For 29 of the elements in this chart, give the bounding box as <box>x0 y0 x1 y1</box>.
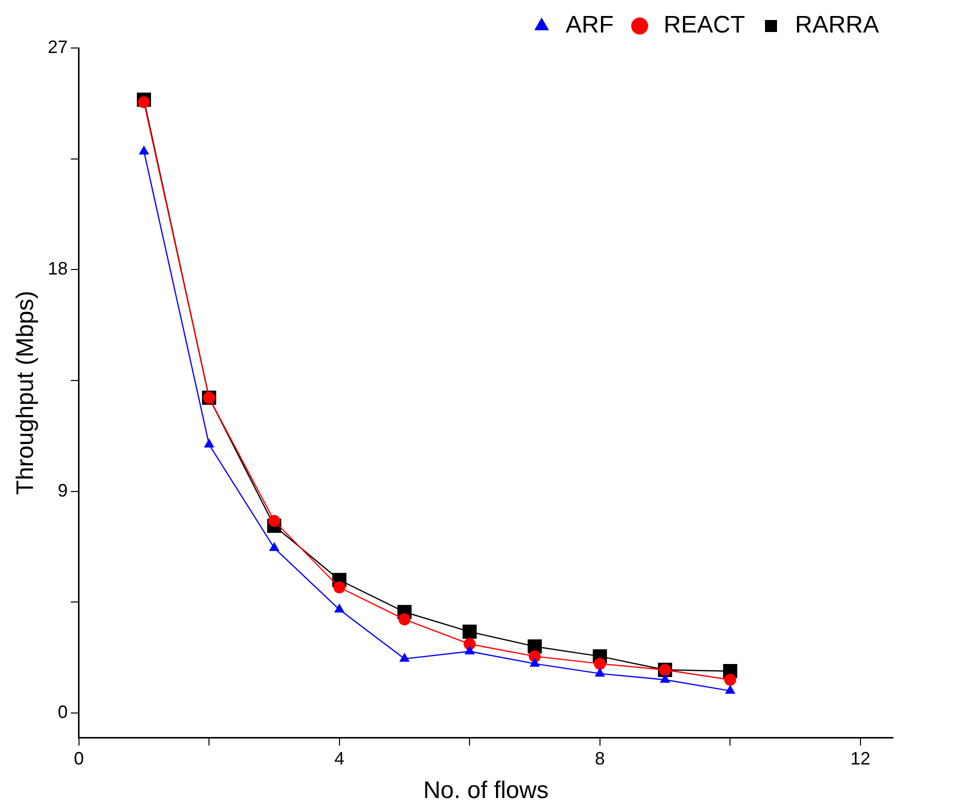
point <box>594 668 606 677</box>
point <box>269 542 280 551</box>
point <box>268 514 280 527</box>
y-tick-label: 0 <box>58 702 68 722</box>
x-tick-label: 4 <box>334 748 344 768</box>
point <box>660 674 670 683</box>
point <box>462 624 477 639</box>
point <box>333 581 346 594</box>
point <box>204 438 214 448</box>
y-axis-title: Throughput (Mbps) <box>12 290 40 495</box>
y-tick-label: 27 <box>48 36 68 57</box>
point <box>399 652 410 662</box>
x-tick-label: 0 <box>74 748 84 768</box>
x-axis-title: No. of flows <box>423 777 549 804</box>
x-tick-label: 12 <box>850 748 870 768</box>
point <box>724 684 736 694</box>
point <box>464 645 475 654</box>
y-tick-label: 9 <box>58 480 68 500</box>
y-tick-label: 18 <box>48 258 68 279</box>
legend-label: REACT <box>664 12 746 39</box>
point <box>594 658 606 670</box>
legend-label: ARF <box>566 12 614 39</box>
point <box>530 658 540 667</box>
x-tick-label: 8 <box>594 748 605 768</box>
point <box>724 674 736 686</box>
legend-label: RARRA <box>794 12 880 39</box>
point <box>398 613 410 626</box>
point <box>138 96 150 108</box>
point <box>334 604 345 613</box>
